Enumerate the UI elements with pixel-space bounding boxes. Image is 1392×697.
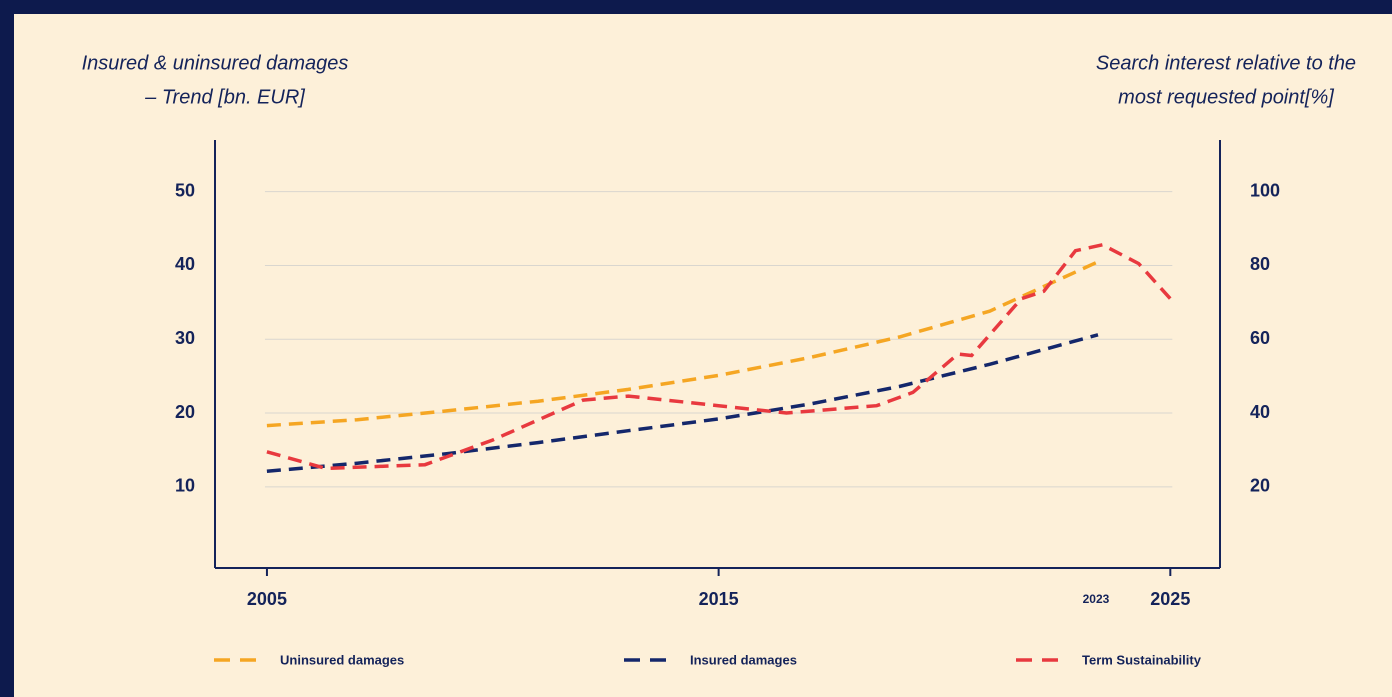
y-tick-label: 40 (175, 254, 195, 274)
x-tick-label: 2025 (1150, 589, 1190, 609)
y2-tick-label: 60 (1250, 328, 1270, 348)
line-series (266, 333, 1099, 474)
background (14, 14, 1392, 697)
annotation: 2023 (1083, 592, 1110, 606)
y2-tick-label: 100 (1250, 180, 1280, 200)
y2-tick-label: 20 (1250, 476, 1270, 496)
line-series (266, 242, 1172, 471)
line-series (266, 260, 1099, 428)
x-tick-label: 2005 (247, 589, 287, 609)
y-tick-label: 10 (175, 476, 195, 496)
y-tick-label: 30 (175, 328, 195, 348)
y-tick-label: 50 (175, 180, 195, 200)
y-axis-title: Insured & uninsured damages (82, 52, 349, 74)
y-tick-label: 20 (175, 402, 195, 422)
y2-tick-label: 40 (1250, 402, 1270, 422)
y-axis-title: – Trend [bn. EUR] (144, 86, 305, 108)
y2-tick-label: 80 (1250, 254, 1270, 274)
y2-axis-title: Search interest relative to the (1096, 52, 1356, 74)
y2-axis-title: most requested point[%] (1118, 86, 1334, 108)
x-tick-label: 2015 (699, 589, 739, 609)
legend-label: Term Sustainability (1082, 652, 1202, 667)
legend-label: Uninsured damages (280, 652, 404, 667)
legend-label: Insured damages (690, 652, 797, 667)
